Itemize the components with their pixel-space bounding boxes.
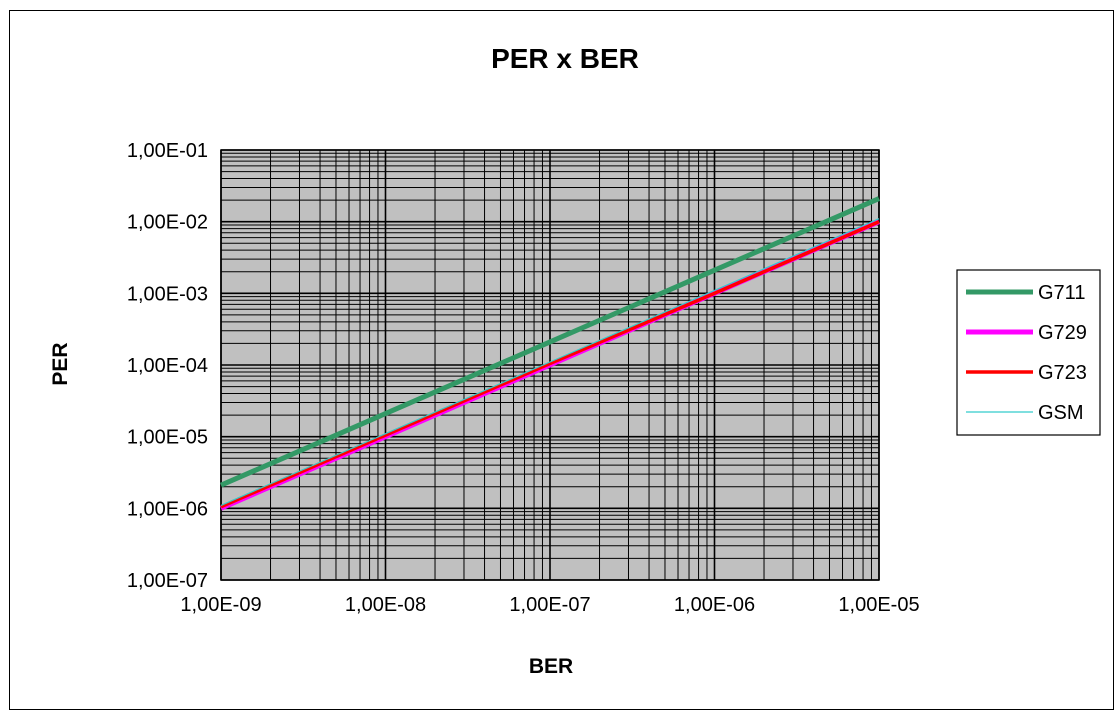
y-tick-label: 1,00E-02 [127, 212, 208, 234]
series-line-g711 [220, 196, 880, 488]
x-tick-label: 1,00E-05 [838, 594, 919, 616]
y-tick-label: 1,00E-05 [127, 427, 208, 449]
legend: G711 G729 G723 GSM [956, 269, 1101, 436]
x-tick-label: 1,00E-09 [180, 594, 261, 616]
x-tick-label: 1,00E-07 [509, 594, 590, 616]
legend-label-g723: G723 [1038, 362, 1087, 384]
legend-label-g729: G729 [1038, 322, 1087, 344]
series-line-g723 [220, 220, 880, 509]
y-tick-label: 1,00E-06 [127, 498, 208, 520]
y-tick-label: 1,00E-01 [127, 140, 208, 162]
legend-box [956, 269, 1101, 436]
y-tick-label: 1,00E-03 [127, 283, 208, 305]
x-tick-label: 1,00E-06 [674, 594, 755, 616]
y-tick-label: 1,00E-04 [127, 355, 208, 377]
legend-label-g711: G711 [1038, 282, 1085, 304]
y-tick-label: 1,00E-07 [127, 570, 208, 592]
x-tick-label: 1,00E-08 [345, 594, 426, 616]
x-axis-label: BER [529, 655, 573, 678]
chart-title: PER x BER [491, 43, 639, 74]
series-line-gsm [220, 218, 880, 506]
legend-label-gsm: GSM [1038, 402, 1084, 424]
plot-area: 1,00E-09 1,00E-08 1,00E-07 1,00E-06 1,00E-05… [127, 140, 920, 616]
plot-border [220, 149, 880, 581]
y-axis-label: PER [49, 342, 72, 385]
